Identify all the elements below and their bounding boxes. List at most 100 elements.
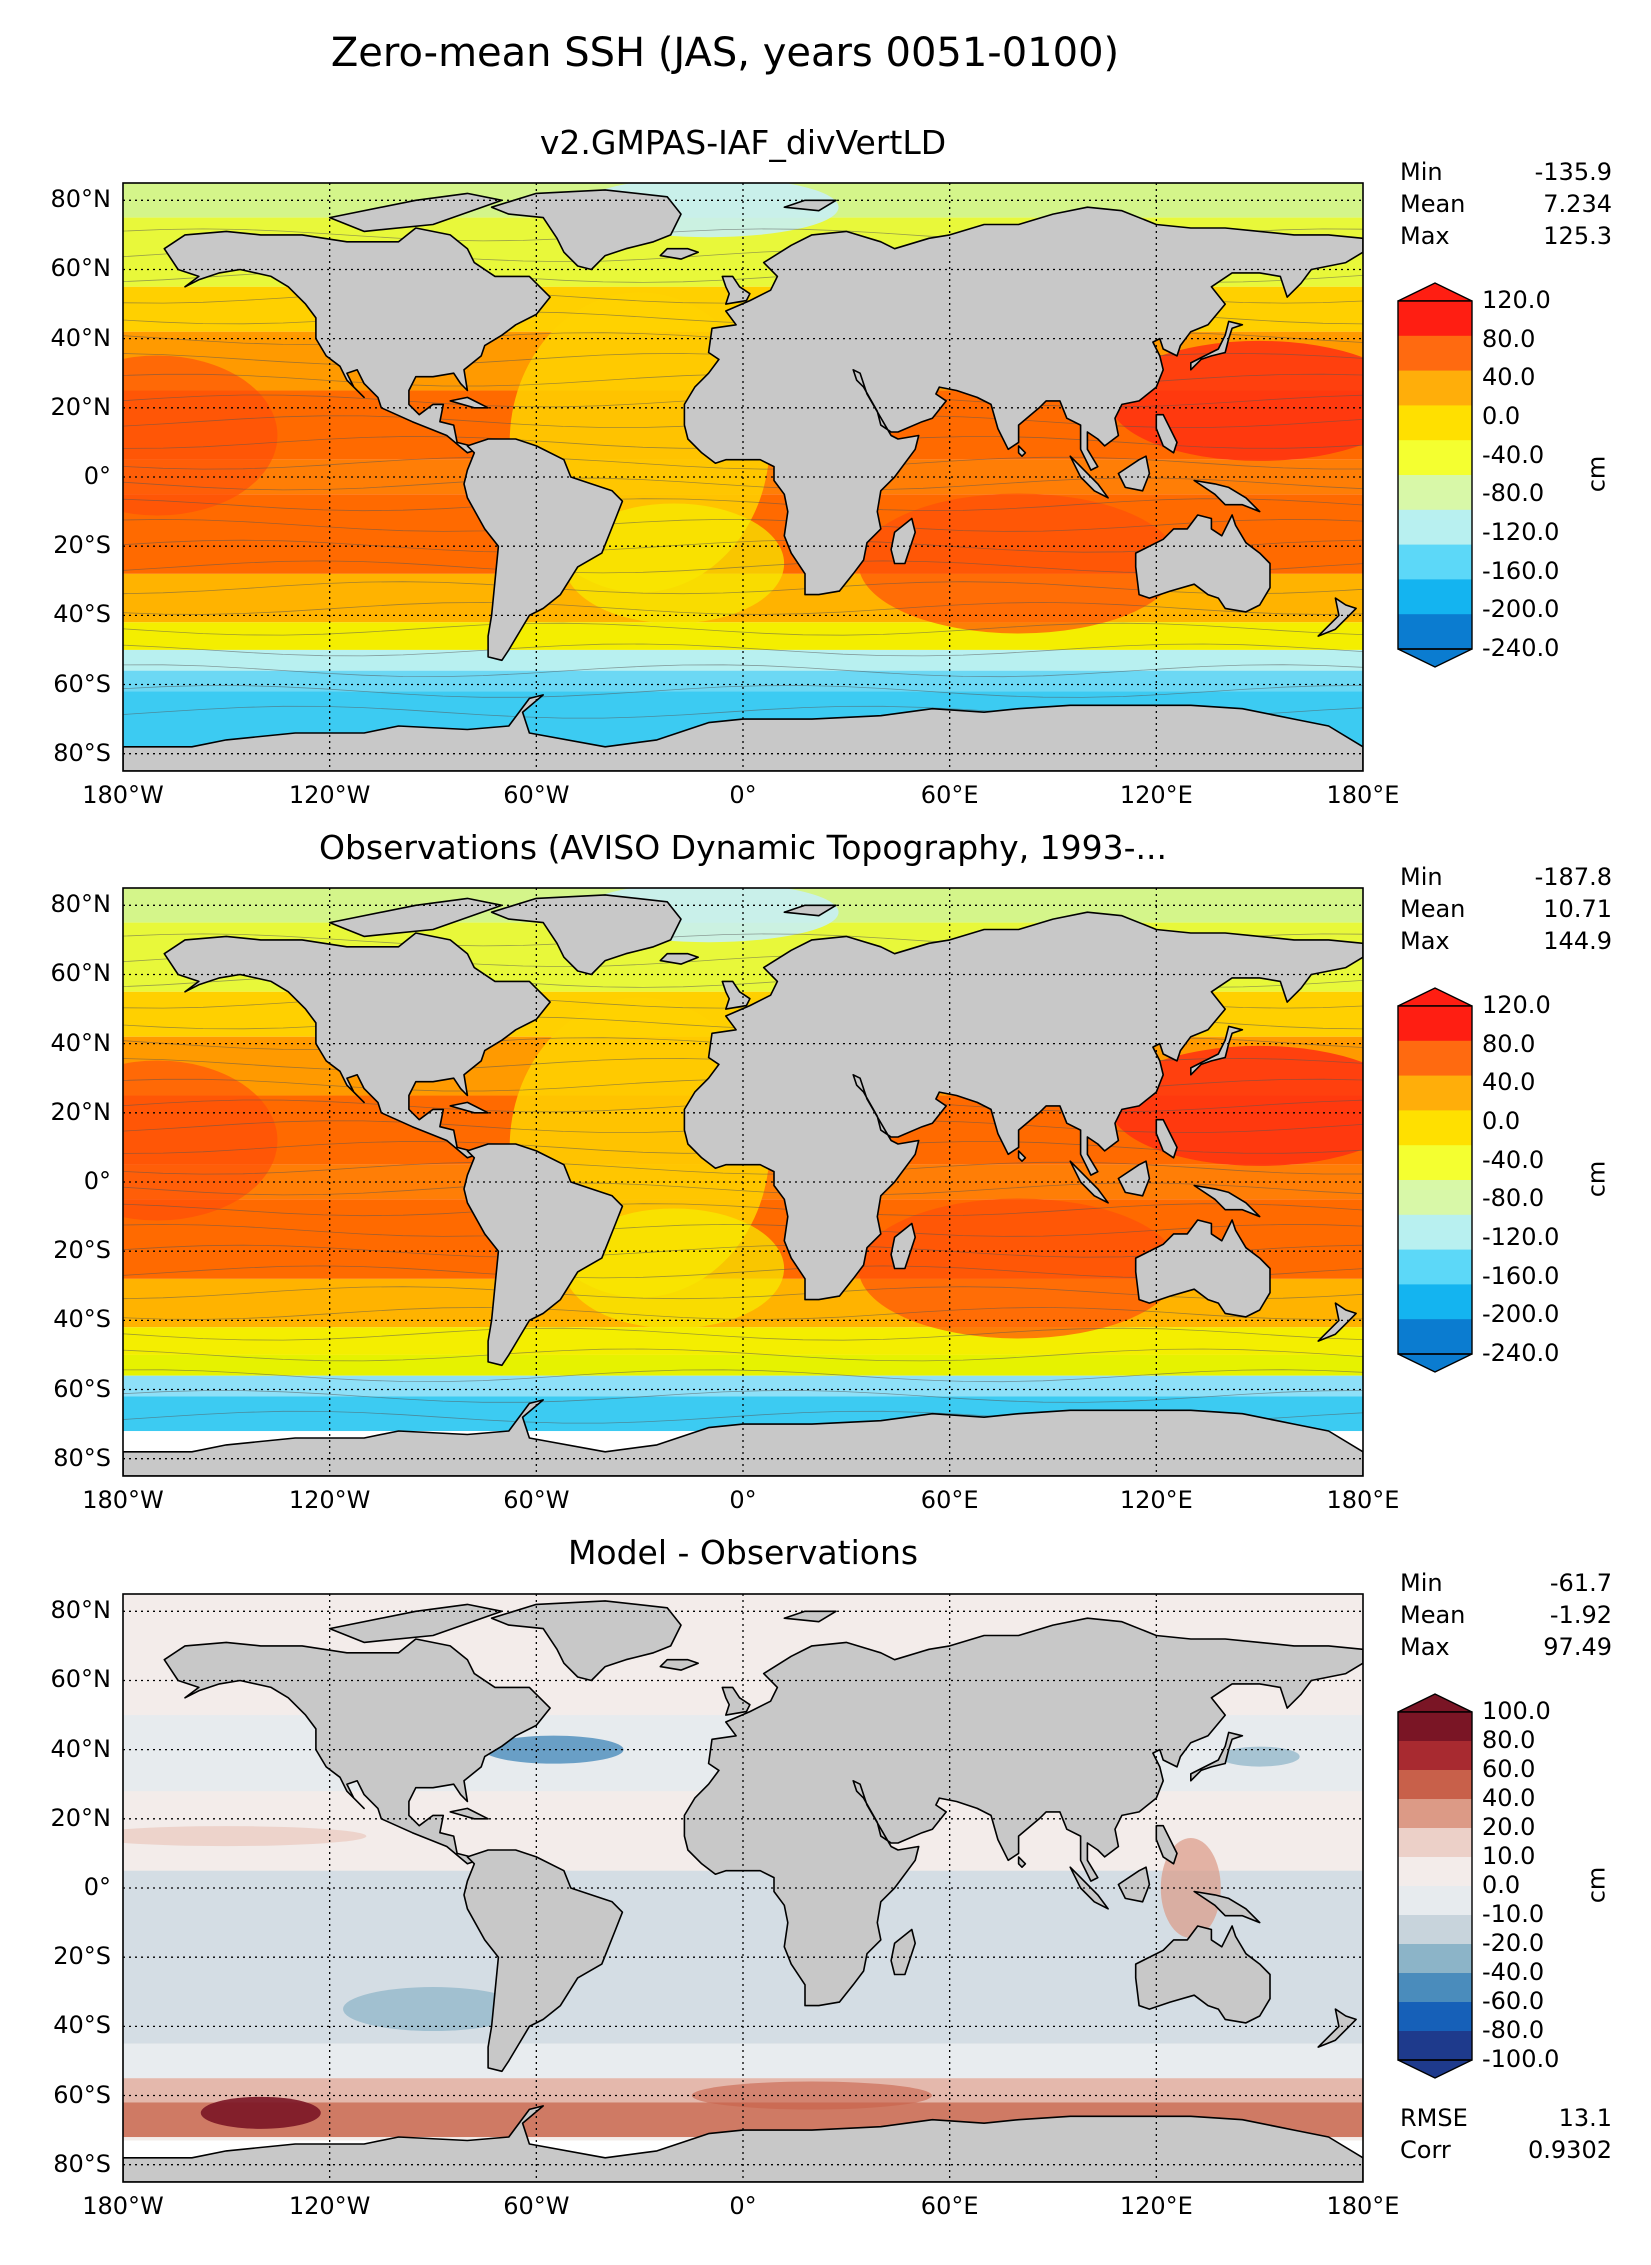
lat-tick-label: 20°N (50, 1097, 112, 1126)
map-frame (122, 887, 1364, 1477)
lat-tick-label: 60°N (50, 254, 112, 283)
colorbar-segment (1398, 1741, 1472, 1771)
colorbar-tick-label: -20.0 (1482, 1929, 1545, 1957)
colorbar-tick-label: -240.0 (1482, 634, 1560, 662)
land-sri-lanka (1017, 445, 1027, 458)
stat-row: Max 125.3 (1400, 220, 1612, 252)
lat-tick-label: 20°N (50, 1803, 112, 1832)
lon-tick-label: 180°W (82, 1486, 164, 1514)
colorbar-tick-label: -240.0 (1482, 1339, 1560, 1367)
land-masses (123, 894, 1363, 1476)
land-philippines (1155, 413, 1178, 454)
colorbar-segment (1398, 1886, 1472, 1916)
colorbar-extend-max (1397, 1693, 1473, 1713)
land-south-america (463, 1849, 624, 2073)
colorbar-tick-label: -80.0 (1482, 479, 1545, 508)
colorbar-segment (1398, 579, 1472, 615)
map-panel (122, 182, 1364, 772)
colorbar-segment (1398, 1110, 1472, 1146)
land-madagascar (890, 517, 917, 565)
land-japan (1190, 1731, 1244, 1782)
colorbar-segment (1398, 475, 1472, 511)
lon-tick-label: 120°W (288, 1486, 371, 1514)
colorbar-segment (1398, 370, 1472, 406)
colorbar-segment (1398, 1799, 1472, 1829)
colorbar-tick-label: -200.0 (1482, 595, 1560, 624)
stats-block: Min -135.9 Mean 7.234 Max 125.3 (1400, 156, 1612, 252)
colorbar-tick-label: -100.0 (1482, 2045, 1560, 2073)
stat-value: -61.7 (1549, 1569, 1612, 1597)
stat-row: Max 144.9 (1400, 925, 1612, 957)
land-australia (1134, 1925, 1271, 2024)
lon-tick-label: 60°E (920, 1486, 979, 1514)
stat-value: -1.92 (1549, 1601, 1612, 1629)
lat-tick-label: 40°S (53, 2011, 111, 2040)
land-philippines (1155, 1824, 1178, 1865)
lon-tick-label: 60°E (920, 2192, 979, 2220)
land-eurasia-africa (683, 1617, 1363, 2007)
lat-tick-label: 40°N (50, 1734, 112, 1763)
lat-tick-label: 40°N (50, 323, 112, 352)
colorbar-extend-min (1397, 2059, 1473, 2079)
stat-row: Min -187.8 (1400, 861, 1612, 893)
land-australia (1134, 514, 1271, 613)
colorbar-tick-label: -160.0 (1482, 1261, 1560, 1290)
stat-row: Min -61.7 (1400, 1567, 1612, 1599)
lon-tick-label: 60°W (503, 781, 570, 809)
colorbar-segment (1398, 1915, 1472, 1945)
lon-tick-label: 120°E (1119, 1486, 1193, 1514)
colorbar-extend-min (1397, 1353, 1473, 1373)
lon-tick-label: 0° (729, 1486, 757, 1514)
land-south-america (463, 1143, 624, 1367)
colorbar-unit-label: cm (1582, 1160, 1611, 1198)
lat-tick-label: 80°S (53, 1443, 111, 1472)
lat-tick-label: 20°S (53, 1236, 111, 1265)
colorbar-tick-label: 10.0 (1482, 1842, 1536, 1870)
colorbar-tick-label: -40.0 (1482, 440, 1545, 469)
land-greenland (490, 894, 682, 976)
land-sri-lanka (1017, 1150, 1027, 1163)
colorbar-tick-label: -160.0 (1482, 556, 1560, 585)
land-australia (1134, 1219, 1271, 1318)
colorbar-segment (1398, 1828, 1472, 1858)
land-iceland (659, 247, 700, 260)
colorbar (1397, 282, 1473, 668)
stat-key: Corr (1400, 2136, 1451, 2164)
lon-tick-label: 0° (729, 781, 757, 809)
map-panel (122, 1593, 1364, 2183)
colorbar-segment (1398, 440, 1472, 476)
colorbar-segment (1398, 405, 1472, 441)
stat-row: Mean -1.92 (1400, 1599, 1612, 1631)
land-new-guinea (1193, 1890, 1261, 1924)
colorbar-tick-label: -80.0 (1482, 2016, 1545, 2044)
colorbar-segment (1398, 1712, 1472, 1742)
lon-tick-label: 180°E (1326, 1486, 1400, 1514)
land-masses (123, 189, 1363, 771)
land-eurasia-africa (683, 911, 1363, 1301)
figure-title: Zero-mean SSH (JAS, years 0051-0100) (330, 30, 1120, 76)
stat-row: RMSE 13.1 (1400, 2102, 1612, 2134)
lon-tick-label: 60°W (503, 1486, 570, 1514)
lat-tick-label: 40°S (53, 1305, 111, 1334)
land-svalbard (783, 1610, 837, 1623)
stat-value: 97.49 (1543, 1633, 1612, 1661)
lon-tick-label: 120°W (288, 2192, 371, 2220)
stat-row: Max 97.49 (1400, 1631, 1612, 1663)
map-panel (122, 887, 1364, 1477)
land-iceland (659, 952, 700, 965)
land-cuba (449, 396, 489, 409)
stats-block: Min -187.8 Mean 10.71 Max 144.9 (1400, 861, 1612, 957)
lat-tick-label: 80°N (50, 185, 112, 214)
lat-tick-label: 80°S (53, 2149, 111, 2178)
land-cuba (449, 1807, 489, 1820)
colorbar-tick-label: 0.0 (1482, 402, 1521, 430)
land-north-america (163, 227, 551, 454)
lat-tick-label: 40°S (53, 600, 111, 629)
lat-tick-label: 40°N (50, 1028, 112, 1057)
colorbar-tick-label: 40.0 (1482, 1784, 1536, 1812)
colorbar-extend-max (1397, 987, 1473, 1007)
map-frame (122, 182, 1364, 772)
land-svalbard (783, 904, 837, 917)
colorbar-tick-label: -80.0 (1482, 1184, 1545, 1213)
land-japan (1190, 320, 1244, 371)
